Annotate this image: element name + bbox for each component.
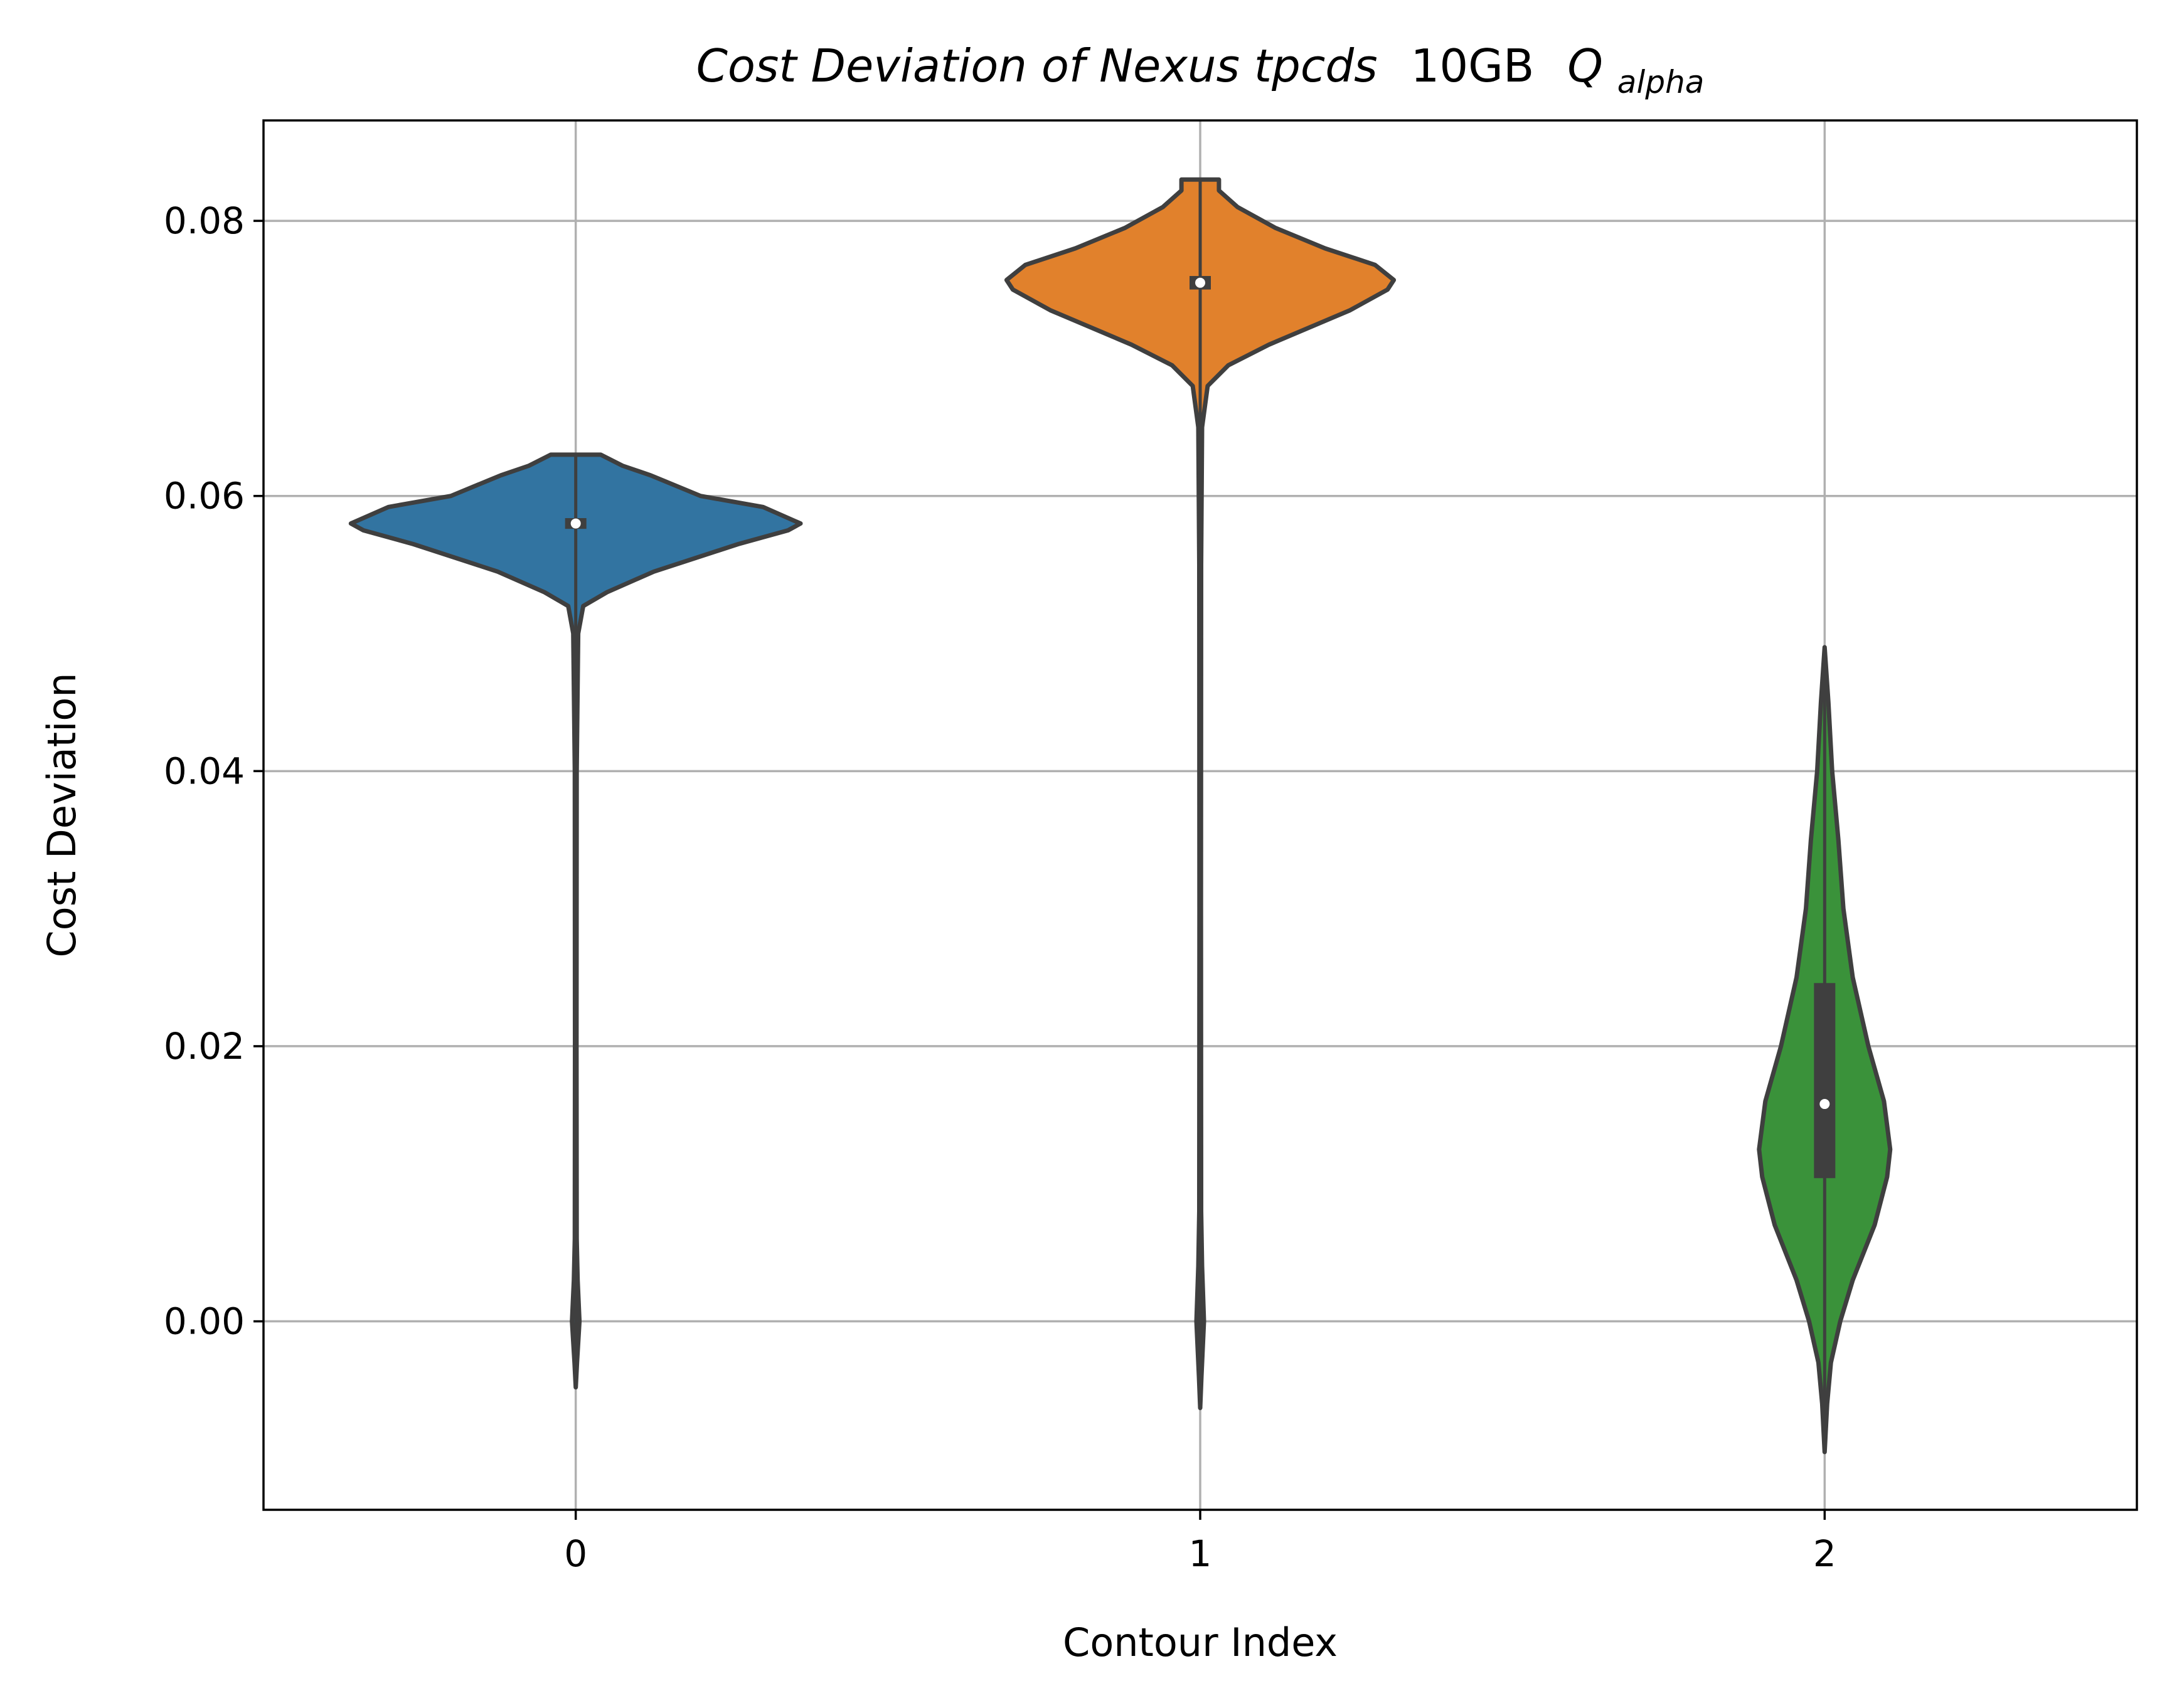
violin-iqr-box-2 xyxy=(1814,983,1836,1179)
violin-median-0 xyxy=(570,518,581,529)
x-tick-label: 0 xyxy=(564,1532,587,1575)
y-tick-label: 0.08 xyxy=(164,199,245,242)
chart-title: Cost Deviation of Nexus tpcds 10GB Q alp… xyxy=(696,40,1705,100)
title-subscript: alpha xyxy=(1617,64,1705,100)
violin-median-2 xyxy=(1819,1099,1830,1110)
y-tick-label: 0.02 xyxy=(164,1025,245,1068)
title-size-text: 10GB xyxy=(1411,40,1535,92)
x-tick-label: 1 xyxy=(1189,1532,1212,1575)
x-tick-label: 2 xyxy=(1813,1532,1836,1575)
y-tick-label: 0.04 xyxy=(164,750,245,792)
violins xyxy=(348,177,1893,1455)
axis-ticks: 0.00 0.02 0.04 0.06 0.08 0 1 2 xyxy=(164,199,1836,1575)
violin-median-1 xyxy=(1195,277,1205,288)
y-tick-label: 0.00 xyxy=(164,1300,245,1343)
y-tick-label: 0.06 xyxy=(164,475,245,517)
title-main-text: Cost Deviation of Nexus tpcds xyxy=(696,40,1378,92)
x-axis-label: Contour Index xyxy=(1063,1620,1338,1665)
title-symbol: Q xyxy=(1567,40,1603,92)
y-axis-label: Cost Deviation xyxy=(39,672,85,957)
